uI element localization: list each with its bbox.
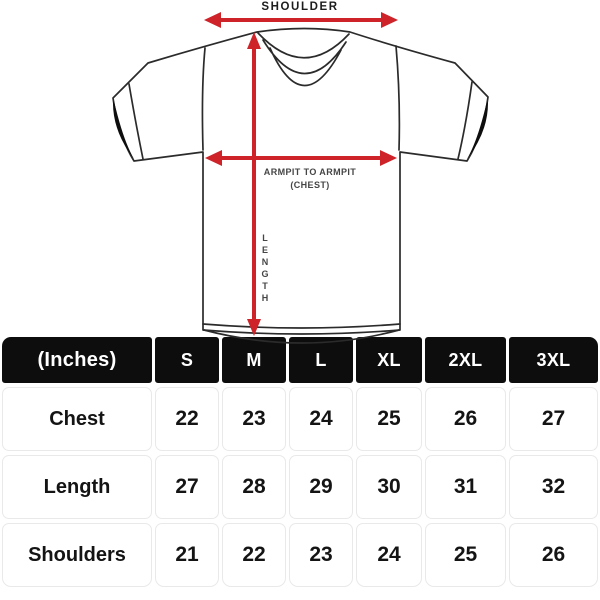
chest-m: 23 [222,387,286,451]
header-size-l: L [289,337,353,383]
chest-3xl: 27 [509,387,598,451]
header-size-2xl: 2XL [425,337,506,383]
shoulder-arrow [204,12,398,28]
shoulders-3xl: 26 [509,523,598,587]
chest-label-line1: ARMPIT TO ARMPIT [263,167,357,177]
left-cuff-seam [128,83,144,160]
tshirt-illustration [112,12,489,344]
hem-stitch-line [202,323,401,329]
shoulders-xl: 24 [356,523,422,587]
row-label-shoulders: Shoulders [2,523,152,587]
row-label-length: Length [2,455,152,519]
shoulders-s: 21 [155,523,219,587]
length-3xl: 32 [509,455,598,519]
header-size-3xl: 3XL [509,337,598,383]
length-2xl: 31 [425,455,506,519]
header-size-xl: XL [356,337,422,383]
header-size-m: M [222,337,286,383]
tshirt-measurement-diagram: SHOULDER ARMPIT TO ARMPIT (CHEST) LENGTH [112,1,489,344]
right-armhole-seam [395,45,401,151]
length-label: LENGTH [260,233,270,305]
shoulders-l: 23 [289,523,353,587]
tshirt-outline [112,27,489,335]
shoulders-m: 22 [222,523,286,587]
header-unit: (Inches) [2,337,152,383]
header-size-s: S [155,337,219,383]
chest-arrow [205,150,397,166]
shoulder-label: SHOULDER [261,1,339,13]
chest-label: ARMPIT TO ARMPIT (CHEST) [230,166,390,192]
length-m: 28 [222,455,286,519]
right-cuff-seam [457,81,473,160]
length-arrow [247,32,261,336]
length-s: 27 [155,455,219,519]
chest-l: 24 [289,387,353,451]
left-armhole-seam [201,47,206,151]
collar-ribbing [257,32,350,87]
chest-xl: 25 [356,387,422,451]
chest-2xl: 26 [425,387,506,451]
chest-s: 22 [155,387,219,451]
length-l: 29 [289,455,353,519]
chest-label-line2: (CHEST) [290,180,330,190]
size-table: (Inches) S M L XL 2XL 3XL Chest 22 23 24… [2,337,598,587]
row-label-chest: Chest [2,387,152,451]
shoulders-2xl: 25 [425,523,506,587]
left-cuff-shadow [113,101,134,159]
right-cuff-shadow [467,101,488,159]
length-xl: 30 [356,455,422,519]
